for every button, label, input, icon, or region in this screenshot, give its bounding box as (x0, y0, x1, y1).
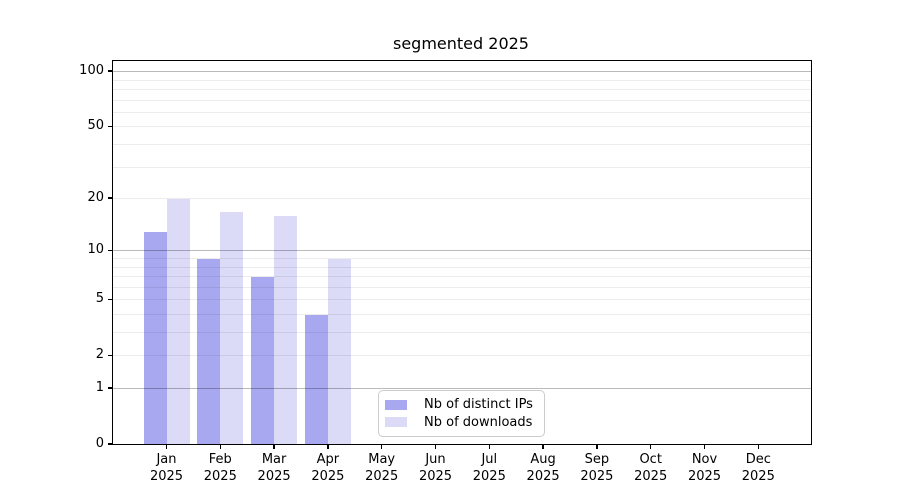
x-tick-label: Nov 2025 (687, 452, 722, 484)
gridline-minor (113, 332, 811, 334)
y-tick-mark (108, 70, 113, 72)
y-tick-mark (108, 387, 113, 389)
gridline-minor (113, 276, 811, 278)
y-tick-label: 5 (95, 291, 104, 307)
legend-label-distinct-ips: Nb of distinct IPs (424, 397, 533, 413)
y-tick-label: 2 (95, 347, 104, 363)
y-tick-label: 0 (95, 436, 104, 451)
legend-swatch-downloads-icon (385, 417, 407, 428)
x-tick-label: Oct 2025 (634, 452, 668, 484)
bar-distinct-ips (197, 259, 221, 444)
x-tick-label: Apr 2025 (311, 452, 345, 484)
y-tick-label: 20 (87, 190, 104, 206)
x-tick-mark (273, 444, 275, 449)
gridline-minor (113, 99, 811, 101)
x-tick-mark (542, 444, 544, 449)
gridline-minor (113, 126, 811, 128)
gridline-minor (113, 111, 811, 113)
bar-downloads (327, 259, 351, 444)
x-tick-label: Sep 2025 (580, 452, 614, 484)
gridline-minor (113, 286, 811, 288)
x-tick-mark (488, 444, 490, 449)
gridline-minor (113, 79, 811, 81)
gridline-minor (113, 299, 811, 301)
x-tick-label: May 2025 (365, 452, 399, 484)
x-tick-mark (165, 444, 168, 449)
y-tick-label: 10 (87, 242, 104, 258)
x-tick-mark (596, 444, 598, 449)
bar-downloads (274, 216, 298, 444)
bar-downloads (166, 199, 190, 444)
x-tick-mark (434, 444, 437, 449)
x-tick-mark (219, 444, 221, 449)
plot-area (112, 60, 812, 445)
x-tick-label: Jul 2025 (472, 452, 506, 484)
legend: Nb of distinct IPs Nb of downloads (378, 390, 545, 437)
y-tick-mark (108, 197, 113, 199)
y-tick-label: 100 (79, 63, 104, 79)
y-tick-mark (108, 443, 113, 445)
legend-swatch-distinct-ips-icon (385, 399, 407, 410)
x-tick-label: Dec 2025 (741, 452, 775, 484)
x-tick-label: Jan 2025 (149, 452, 184, 484)
x-tick-label: Mar 2025 (257, 452, 291, 484)
y-tick-label: 1 (95, 380, 104, 395)
y-tick-mark (108, 298, 113, 300)
gridline-minor (113, 313, 811, 315)
y-tick-mark (108, 249, 113, 251)
x-tick-label: Jun 2025 (418, 452, 453, 484)
y-tick-mark (108, 354, 113, 356)
y-tick-mark (108, 125, 113, 128)
gridline-minor (113, 144, 811, 146)
legend-label-downloads: Nb of downloads (424, 414, 533, 430)
y-tick-label: 50 (87, 118, 104, 134)
bar-distinct-ips (251, 277, 275, 444)
bar-distinct-ips (143, 231, 167, 444)
legend-item-distinct-ips: Nb of distinct IPs (385, 396, 536, 413)
x-tick-mark (703, 444, 706, 449)
x-tick-mark (381, 444, 383, 449)
gridline-minor (113, 355, 811, 357)
bar-distinct-ips (304, 315, 328, 444)
gridline-minor (113, 166, 811, 168)
x-tick-mark (757, 444, 759, 449)
gridline-major (113, 71, 811, 73)
gridline-minor (113, 198, 811, 200)
bar-downloads (220, 211, 244, 444)
gridline-minor (113, 89, 811, 91)
gridline-major (113, 388, 811, 389)
x-tick-mark (650, 444, 652, 449)
chart-title: segmented 2025 (393, 34, 529, 53)
gridline-minor (113, 258, 811, 259)
legend-item-downloads: Nb of downloads (385, 414, 536, 431)
x-tick-label: Aug 2025 (526, 452, 560, 484)
gridline-major (113, 250, 811, 252)
gridline-minor (113, 266, 811, 268)
x-tick-label: Feb 2025 (203, 452, 237, 484)
x-tick-mark (327, 444, 329, 449)
